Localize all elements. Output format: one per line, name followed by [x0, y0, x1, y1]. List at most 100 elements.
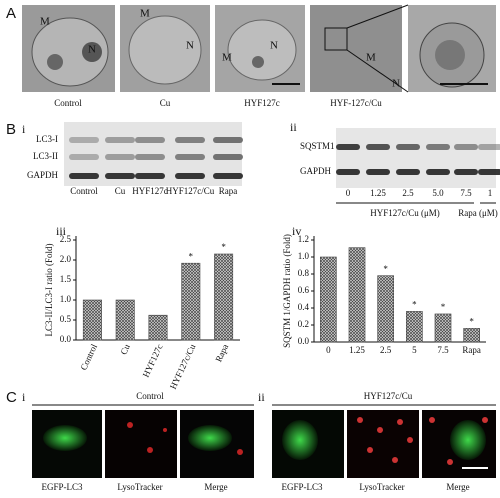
y-tick-label: 2.5	[60, 234, 72, 244]
y-tick-label: 1.0	[298, 251, 310, 261]
lane-label: Rapa	[219, 186, 238, 196]
significance: *	[469, 316, 474, 326]
bar	[214, 253, 234, 341]
y-tick-label: 1.5	[60, 274, 72, 284]
band	[69, 173, 99, 179]
y-tick-label: 0.6	[298, 285, 310, 295]
bar	[181, 262, 201, 341]
row-label: LC3-II	[33, 151, 58, 161]
bar	[82, 299, 102, 341]
image-caption: Cu	[160, 98, 171, 108]
sub-title: Control	[136, 391, 164, 401]
x-tick-label: Control	[78, 342, 99, 372]
band	[213, 154, 243, 160]
lane-label: Control	[70, 186, 98, 196]
band	[213, 137, 243, 143]
significance: *	[441, 302, 446, 312]
image-label: N	[186, 40, 194, 52]
y-tick-label: 0.0	[298, 336, 310, 346]
group-label: Rapa (μM)	[458, 208, 498, 218]
image-label: M	[40, 16, 50, 28]
band	[69, 137, 99, 143]
y-tick-label: 0.2	[298, 319, 309, 329]
band	[478, 169, 500, 175]
y-tick-label: 0.8	[298, 268, 310, 278]
image-caption: Control	[54, 98, 82, 108]
image-label: N	[392, 78, 400, 90]
band	[135, 173, 165, 179]
y-axis-label: SQSTM 1/GAPDH ratio (Fold)	[282, 234, 292, 348]
band	[69, 154, 99, 160]
band	[396, 169, 420, 175]
x-tick-label: HYF127c/Cu	[168, 342, 198, 391]
band	[426, 169, 450, 175]
lane-label: 5.0	[432, 188, 444, 198]
image-label: N	[88, 44, 96, 56]
x-tick-label: 0	[326, 345, 331, 355]
panel-label: C	[6, 389, 17, 406]
band	[426, 144, 450, 150]
bar	[115, 299, 135, 341]
band	[366, 144, 390, 150]
band	[105, 173, 135, 179]
sub-label: ii	[290, 120, 297, 134]
blot	[336, 128, 496, 188]
image-caption: EGFP-LC3	[41, 482, 83, 492]
y-tick-label: 1.2	[298, 234, 309, 244]
x-tick-label: 2.5	[380, 345, 392, 355]
image-label: M	[222, 52, 232, 64]
em-images	[22, 4, 496, 93]
sub-label: ii	[258, 390, 265, 404]
band	[175, 137, 205, 143]
y-tick-label: 2.0	[60, 254, 72, 264]
row-label: GAPDH	[27, 170, 59, 180]
band	[366, 169, 390, 175]
bar	[406, 311, 423, 343]
panel-label: A	[6, 5, 16, 22]
sub-title: HYF127c/Cu	[364, 391, 413, 401]
band	[135, 154, 165, 160]
sub-label: i	[22, 390, 26, 404]
lane-label: Cu	[115, 186, 126, 196]
band	[135, 137, 165, 143]
significance: *	[383, 264, 388, 274]
y-axis-label: LC3-II/LC3-I ratio (Fold)	[44, 244, 54, 337]
bar	[377, 275, 394, 343]
x-tick-label: 1.25	[349, 345, 365, 355]
x-tick-label: 7.5	[437, 345, 449, 355]
x-tick-label: Cu	[118, 342, 132, 356]
bar	[434, 313, 452, 343]
band	[478, 144, 500, 150]
image-caption: Merge	[446, 482, 469, 492]
image-caption: HYF-127c/Cu	[330, 98, 382, 108]
image-caption: LysoTracker	[359, 482, 404, 492]
image-caption: EGFP-LC3	[281, 482, 323, 492]
band	[396, 144, 420, 150]
significance: *	[221, 242, 226, 252]
sub-label: i	[22, 122, 26, 136]
row-label: SQSTM1	[300, 141, 335, 151]
y-tick-label: 0.0	[60, 334, 72, 344]
row-label: LC3-I	[36, 134, 58, 144]
lane-label: HYF127c	[132, 186, 168, 196]
lane-label: 1	[488, 188, 493, 198]
image-label: M	[366, 52, 376, 64]
band	[175, 154, 205, 160]
image-label: N	[270, 40, 278, 52]
image-label: M	[140, 8, 150, 20]
bar	[320, 256, 337, 343]
panel-label: iii	[56, 224, 67, 238]
y-tick-label: 1.0	[60, 294, 72, 304]
bar	[148, 314, 168, 341]
lane-label: 7.5	[460, 188, 472, 198]
lane-label: 2.5	[402, 188, 414, 198]
band	[213, 173, 243, 179]
lane-label: 1.25	[370, 188, 386, 198]
x-tick-label: 5	[412, 345, 417, 355]
group-label: HYF127c/Cu (μM)	[370, 208, 440, 218]
band	[105, 137, 135, 143]
x-tick-label: Rapa	[213, 342, 230, 363]
y-tick-label: 0.4	[298, 302, 310, 312]
panel-label: iv	[292, 224, 301, 238]
